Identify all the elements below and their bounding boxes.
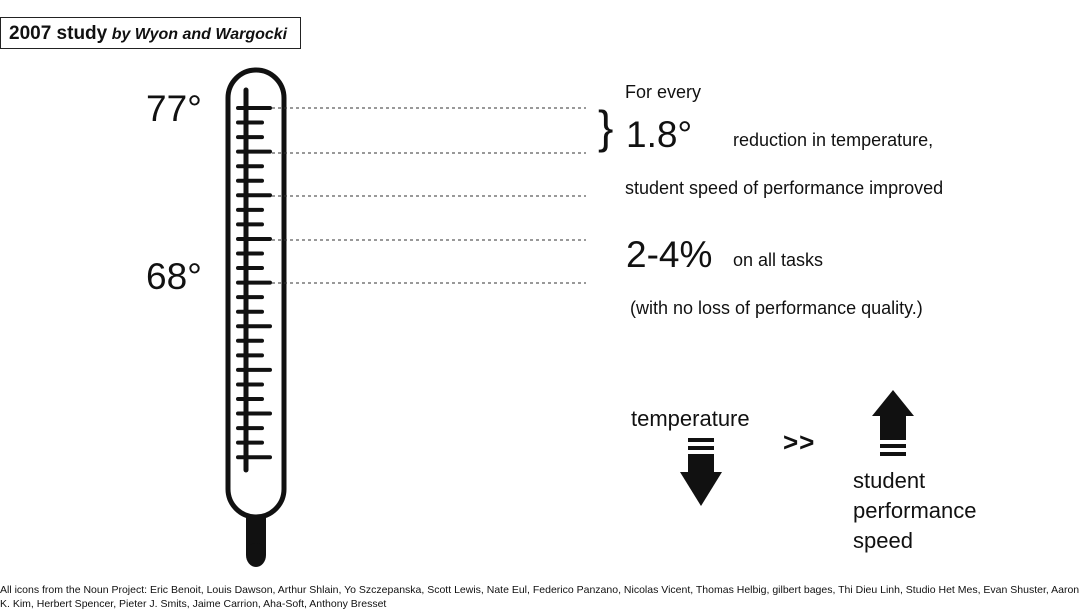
finding-reduction-text: reduction in temperature, (733, 130, 934, 150)
up-arrow-icon (872, 390, 914, 456)
study-title-authors: by Wyon and Wargocki (111, 26, 288, 43)
temperature-arrow-label: temperature (631, 406, 750, 431)
guide-lines (272, 107, 586, 284)
finding-performance-text: student speed of performance improved (625, 178, 944, 198)
performance-label-line-1: student (853, 468, 926, 493)
down-arrow-icon (680, 438, 722, 506)
study-title: 2007 study by Wyon and Wargocki (0, 17, 301, 49)
performance-arrow-label: student performance speed (853, 466, 977, 556)
finding-quality-note: (with no loss of performance quality.) (630, 298, 923, 318)
improvement-value: 2-4% (626, 234, 713, 275)
thermometer-icon (225, 67, 287, 567)
thermometer-ticks (236, 106, 272, 460)
curly-brace-icon: } (598, 101, 614, 153)
performance-label-line-2: performance (853, 498, 977, 523)
temperature-label-low: 68° (146, 256, 202, 297)
performance-label-line-3: speed (853, 528, 913, 553)
much-greater-than-symbol: >> (783, 427, 816, 457)
study-title-main: 2007 study (9, 23, 108, 44)
finding-tasks-text: on all tasks (733, 250, 824, 270)
temperature-label-high: 77° (146, 88, 202, 129)
icon-credits: All icons from the Noun Project: Eric Be… (0, 584, 1080, 610)
finding-intro: For every (625, 82, 702, 102)
temperature-change-value: 1.8° (626, 114, 693, 155)
